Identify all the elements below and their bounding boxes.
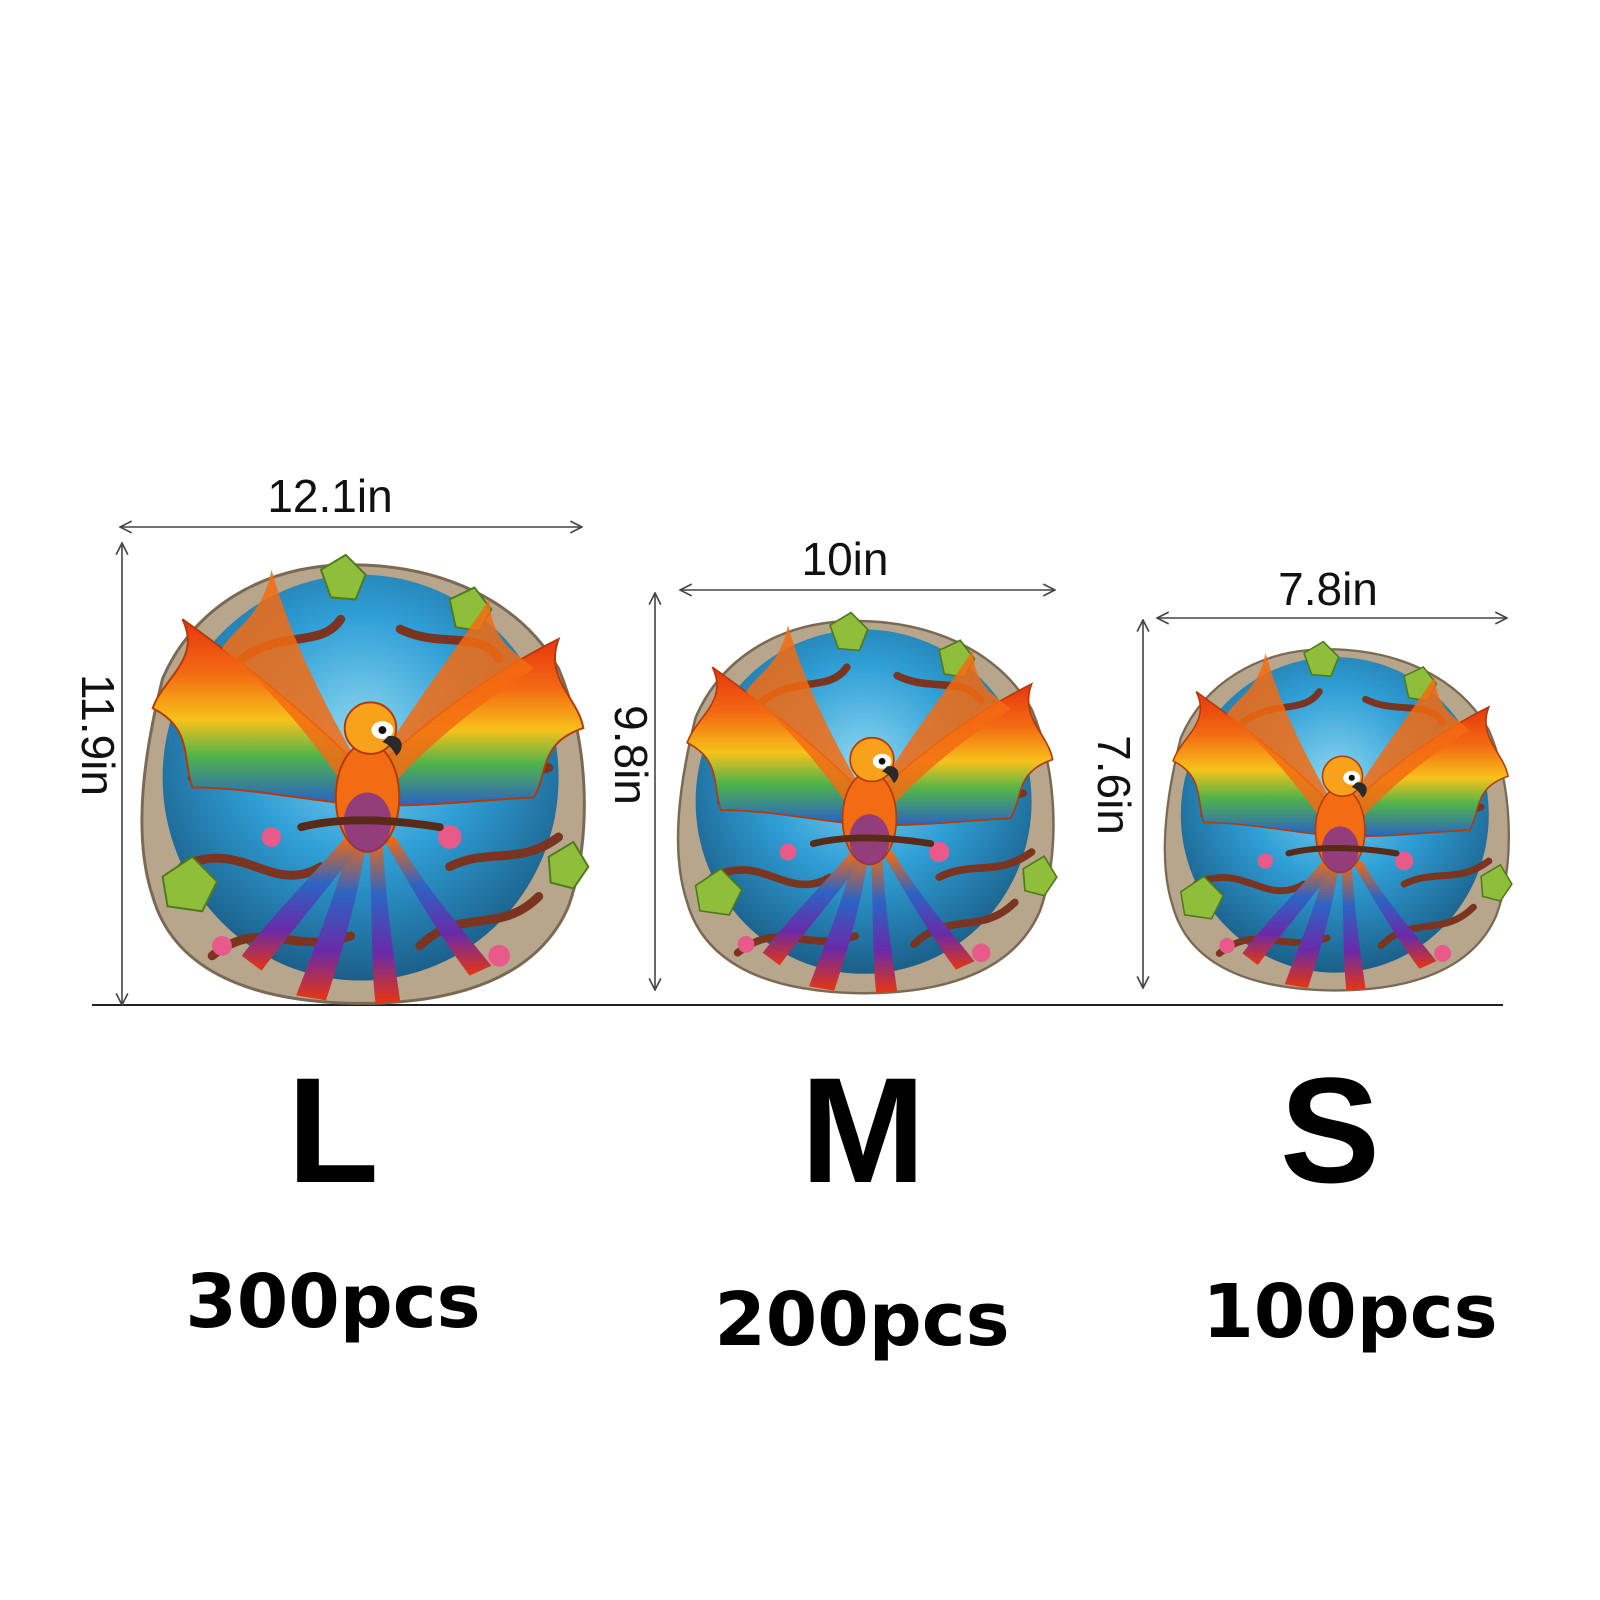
size-letter-medium: M <box>800 1046 926 1214</box>
size-small-group: 7.8in 7.6in <box>1088 563 1512 990</box>
piece-count-medium: 200pcs <box>714 1277 1010 1363</box>
piece-count-small: 100pcs <box>1202 1269 1498 1355</box>
size-letter-large: L <box>287 1046 379 1214</box>
parrot-puzzle-icon <box>142 555 588 1004</box>
large-height-label: 11.9in <box>72 674 124 796</box>
parrot-puzzle-icon <box>678 613 1057 994</box>
small-height-label: 7.6in <box>1088 735 1140 835</box>
size-medium-group: 10in 9.8in <box>605 533 1057 993</box>
size-large-group: 12.1in 11.9in <box>72 470 588 1005</box>
medium-height-label: 9.8in <box>605 705 657 805</box>
small-width-label: 7.8in <box>1278 563 1378 615</box>
large-width-label: 12.1in <box>267 470 392 522</box>
parrot-puzzle-icon <box>1165 642 1512 991</box>
piece-count-large: 300pcs <box>185 1259 481 1345</box>
medium-width-label: 10in <box>802 533 889 585</box>
size-letter-small: S <box>1279 1046 1381 1214</box>
